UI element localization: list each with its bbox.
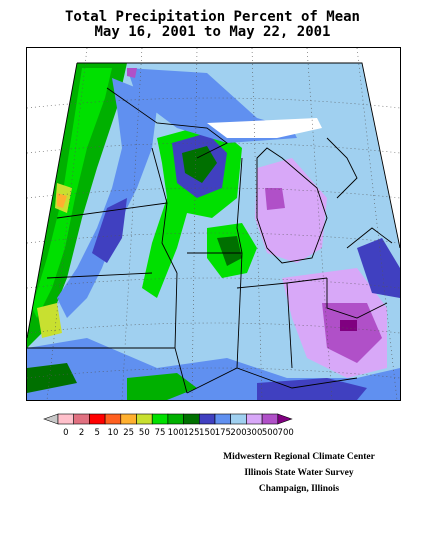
legend-swatch — [136, 413, 153, 425]
east-dark-blue-edge — [357, 238, 400, 298]
legend-arrow-left — [43, 413, 59, 425]
west-bright-green — [32, 68, 112, 318]
legend-swatch — [89, 413, 106, 425]
legend-swatch — [246, 413, 263, 425]
legend-swatch — [151, 413, 169, 425]
east-purple — [322, 303, 382, 363]
legend-label: 200 — [230, 428, 246, 438]
south-dark-blue-patch — [257, 378, 367, 400]
sw-yellow-patch — [37, 303, 62, 338]
credit-line2: Illinois State Water Survey — [244, 468, 354, 478]
legend-label: 300 — [246, 428, 262, 438]
legend-label: 2 — [79, 428, 84, 438]
west-blue-band — [57, 78, 157, 318]
state-boundaries — [27, 62, 400, 394]
legend-swatch — [104, 413, 122, 425]
south-central-dark-green — [217, 236, 242, 266]
credit-line1: Midwestern Regional Climate Center — [223, 452, 375, 462]
legend-label: 700 — [278, 428, 294, 438]
map-svg — [27, 48, 400, 400]
central-dark-green — [182, 146, 217, 183]
credit-line3: Champaign, Illinois — [258, 484, 340, 494]
legend-label: 75 — [155, 428, 166, 438]
west-orange-patch — [57, 193, 67, 208]
legend-label: 500 — [262, 428, 278, 438]
legend-swatch — [183, 413, 200, 425]
legend-label: 5 — [95, 428, 100, 438]
east-magenta-spot — [340, 320, 357, 331]
legend-swatch — [230, 413, 247, 425]
precipitation-map — [26, 47, 401, 401]
south-green-patch — [127, 373, 197, 400]
legend-label: 125 — [183, 428, 199, 438]
legend-label: 25 — [123, 428, 134, 438]
color-legend: 0 2 5 10 25 50 75 100 125 150 175 200 300 500 700 — [0, 410, 425, 440]
legend-swatch — [73, 413, 90, 425]
legend-label: 175 — [215, 428, 231, 438]
legend-label: 0 — [63, 428, 68, 438]
legend-svg: 0 2 5 10 25 50 75 100 125 150 175 200 300 500 700 — [43, 413, 294, 438]
lake-superior — [207, 118, 322, 138]
graticule — [27, 48, 400, 400]
legend-swatch — [120, 413, 137, 425]
map-title-line2: May 16, 2001 to May 22, 2001 — [94, 24, 331, 40]
michigan-purple-spot — [265, 188, 285, 210]
north-purple-dot — [127, 68, 137, 78]
legend-swatch — [261, 413, 279, 425]
southwest-dark-green — [27, 363, 77, 393]
legend-label: 150 — [199, 428, 215, 438]
map-title-line1: Total Precipitation Percent of Mean — [64, 9, 360, 25]
legend-label: 10 — [108, 428, 119, 438]
west-dark-blue — [92, 198, 127, 263]
legend-label: 50 — [139, 428, 150, 438]
legend-swatch — [199, 413, 216, 425]
legend-arrow-right — [277, 413, 293, 425]
legend-swatch — [214, 413, 231, 425]
michigan-lavender — [255, 158, 327, 263]
legend-label: 100 — [168, 428, 184, 438]
legend-swatch — [167, 413, 184, 425]
legend-swatch — [57, 413, 74, 425]
